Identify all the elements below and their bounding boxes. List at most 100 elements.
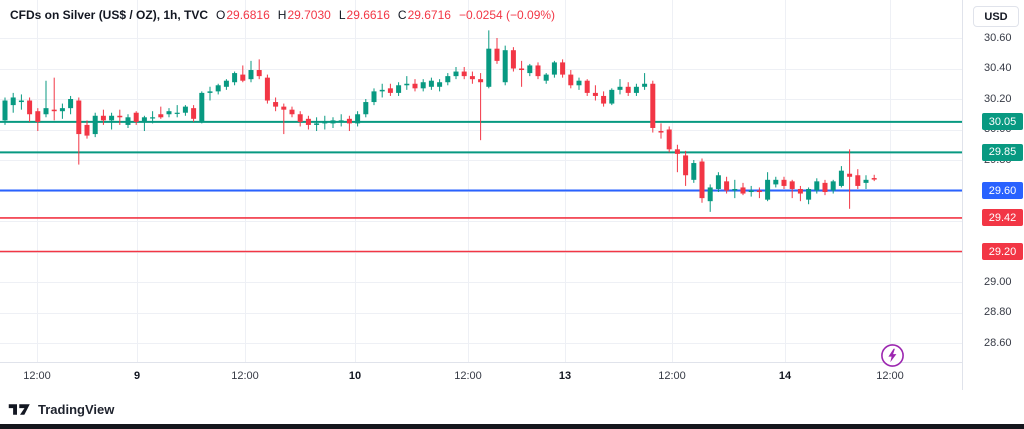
candle-down: [519, 68, 525, 71]
candle-up: [502, 50, 508, 83]
tradingview-logo-icon[interactable]: [8, 402, 32, 417]
time-tick-label: 13: [558, 370, 572, 382]
candle-up: [2, 100, 8, 121]
candle-down: [871, 178, 877, 180]
price-level-badge: 29.85: [982, 143, 1023, 161]
chart-pane[interactable]: CFDs on Silver (US$ / OZ), 1h, TVC O 29.…: [0, 0, 963, 367]
chart-legend: CFDs on Silver (US$ / OZ), 1h, TVC O 29.…: [10, 8, 555, 22]
candle-down: [724, 181, 730, 191]
candle-down: [847, 173, 853, 177]
candle-up: [543, 74, 549, 81]
price-tick-label: 28.80: [984, 306, 1012, 318]
candle-down: [158, 114, 164, 118]
candle-down: [27, 100, 33, 115]
candle-up: [223, 80, 229, 87]
ohlc-open: O 29.6816: [216, 8, 270, 22]
candle-down: [535, 65, 541, 77]
candle-up: [486, 48, 492, 87]
price-tick-label: 30.40: [984, 62, 1012, 74]
candle-down: [699, 161, 705, 199]
price-level-badge: 29.60: [982, 182, 1023, 199]
candle-up: [691, 163, 697, 180]
candle-down: [568, 74, 574, 86]
candle-up: [437, 82, 443, 87]
candle-up: [806, 188, 812, 200]
time-tick-label: 14: [778, 370, 792, 382]
time-tick-label: 10: [348, 370, 362, 382]
candle-up: [182, 106, 188, 113]
candle-up: [732, 188, 738, 191]
candle-down: [84, 124, 90, 136]
candle-up: [215, 85, 221, 92]
candle-up: [633, 86, 639, 93]
candle-up: [773, 179, 779, 185]
candle-down: [601, 95, 607, 104]
lightning-icon[interactable]: [880, 343, 905, 368]
candle-up: [141, 117, 147, 122]
candle-down: [469, 76, 475, 80]
candle-up: [453, 71, 459, 77]
candle-up: [150, 117, 156, 119]
candle-down: [76, 100, 82, 135]
candle-up: [232, 73, 238, 83]
candle-down: [494, 48, 500, 61]
time-axis[interactable]: 12:00 9 12:00 10 12:00 13 12:00 14 12:00: [0, 362, 1024, 390]
candle-up: [322, 121, 328, 124]
candle-down: [478, 79, 484, 83]
symbol-title[interactable]: CFDs on Silver (US$ / OZ), 1h, TVC: [10, 8, 209, 22]
candle-down: [683, 155, 689, 176]
candle-up: [642, 83, 648, 87]
candle-down: [256, 70, 262, 77]
candle-up: [59, 108, 65, 112]
candle-down: [51, 109, 57, 112]
candlestick-chart[interactable]: [0, 0, 963, 362]
price-tick-label: 30.60: [984, 31, 1012, 44]
candle-up: [248, 70, 254, 80]
price-axis[interactable]: USD 30.6030.4030.2030.0029.8029.6029.402…: [962, 0, 1024, 390]
candle-up: [748, 190, 754, 193]
candle-up: [420, 82, 426, 89]
candle-down: [133, 112, 139, 122]
candle-down: [387, 88, 393, 93]
candle-down: [297, 114, 303, 122]
candle-up: [609, 89, 615, 104]
candle-up: [199, 92, 205, 122]
time-tick-label: 12:00: [876, 370, 904, 382]
bottom-bar: [0, 424, 1024, 429]
candle-down: [625, 86, 631, 93]
candle-down: [346, 118, 352, 124]
candle-down: [666, 129, 672, 150]
price-change: −0.0254 (−0.09%): [458, 8, 556, 22]
candle-down: [560, 62, 566, 75]
price-tick-label: 30.20: [984, 92, 1012, 105]
currency-button[interactable]: USD: [973, 6, 1019, 27]
footer: TradingView: [8, 399, 114, 419]
price-tick-label: 29.00: [984, 275, 1012, 288]
candle-down: [35, 111, 41, 122]
candle-up: [43, 108, 49, 115]
candle-down: [658, 131, 664, 133]
candle-down: [289, 109, 295, 115]
candle-up: [355, 114, 361, 124]
candle-up: [207, 91, 213, 93]
candle-up: [166, 111, 172, 115]
candle-down: [305, 118, 311, 125]
candle-up: [314, 123, 320, 125]
candle-up: [404, 83, 410, 86]
candle-up: [527, 65, 533, 74]
candle-down: [273, 102, 279, 107]
time-tick-label: 12:00: [231, 370, 259, 382]
candle-down: [740, 187, 746, 194]
candle-down: [281, 106, 287, 110]
candle-up: [363, 102, 369, 115]
candle-up: [109, 115, 115, 121]
tradingview-logo-text[interactable]: TradingView: [38, 401, 115, 417]
candle-up: [445, 76, 451, 83]
price-level-badge: 30.05: [982, 113, 1023, 131]
candle-up: [174, 112, 180, 114]
candle-up: [68, 99, 74, 109]
candle-down: [584, 80, 590, 93]
candle-up: [396, 85, 402, 93]
time-tick-label: 12:00: [23, 370, 51, 382]
candle-up: [617, 86, 623, 90]
